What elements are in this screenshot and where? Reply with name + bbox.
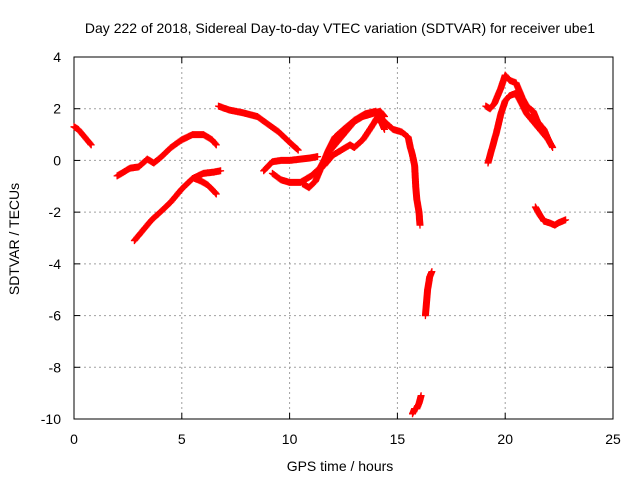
- series-arc-8: [299, 107, 424, 229]
- plot-frame: [73, 56, 614, 420]
- axis-ticks: 0 5 10 15 20 25 -10 -8 -6 -4 -2 0 2 4: [41, 49, 621, 447]
- series-arc-13: [484, 89, 552, 167]
- y-tick-label: -6: [49, 308, 62, 324]
- x-tick-label: 10: [282, 431, 298, 447]
- series-arc-10: [409, 392, 425, 418]
- series-arc-1: [70, 123, 95, 149]
- grid: [74, 57, 613, 419]
- series-arc-6: [260, 153, 322, 175]
- x-tick-label: 0: [70, 431, 78, 447]
- x-tick-label: 25: [605, 431, 621, 447]
- y-tick-label: 4: [53, 49, 61, 65]
- y-tick-label: 0: [53, 152, 61, 168]
- y-tick-label: -10: [41, 411, 61, 427]
- series-arc-4: [191, 175, 220, 198]
- series-arc-9: [320, 113, 388, 170]
- data-point-markers: [215, 102, 302, 154]
- y-tick-label: 2: [53, 101, 61, 117]
- data-point-markers: [484, 89, 552, 167]
- chart-title: Day 222 of 2018, Sidereal Day-to-day VTE…: [85, 20, 595, 36]
- data-point-markers: [260, 153, 322, 175]
- data-point-markers: [531, 203, 570, 229]
- series-arc-14: [531, 203, 570, 229]
- series-arc-11: [421, 268, 436, 320]
- y-tick-label: -4: [49, 256, 62, 272]
- data-point-markers: [70, 123, 95, 149]
- series-arc-2: [113, 131, 220, 180]
- data-point-markers: [320, 113, 388, 170]
- data-point-markers: [409, 392, 425, 418]
- data-point-markers: [113, 131, 220, 180]
- data-point-markers: [299, 107, 424, 229]
- y-axis-label: SDTVAR / TECUs: [6, 183, 22, 295]
- data-point-markers: [421, 268, 436, 320]
- x-tick-label: 5: [178, 431, 186, 447]
- x-tick-label: 20: [497, 431, 513, 447]
- x-tick-label: 15: [390, 431, 406, 447]
- data-point-markers: [191, 175, 220, 198]
- series-arc-5: [215, 102, 302, 154]
- y-tick-label: -2: [49, 204, 62, 220]
- data-points: [70, 71, 570, 418]
- x-axis-label: GPS time / hours: [287, 458, 394, 474]
- y-tick-label: -8: [49, 359, 62, 375]
